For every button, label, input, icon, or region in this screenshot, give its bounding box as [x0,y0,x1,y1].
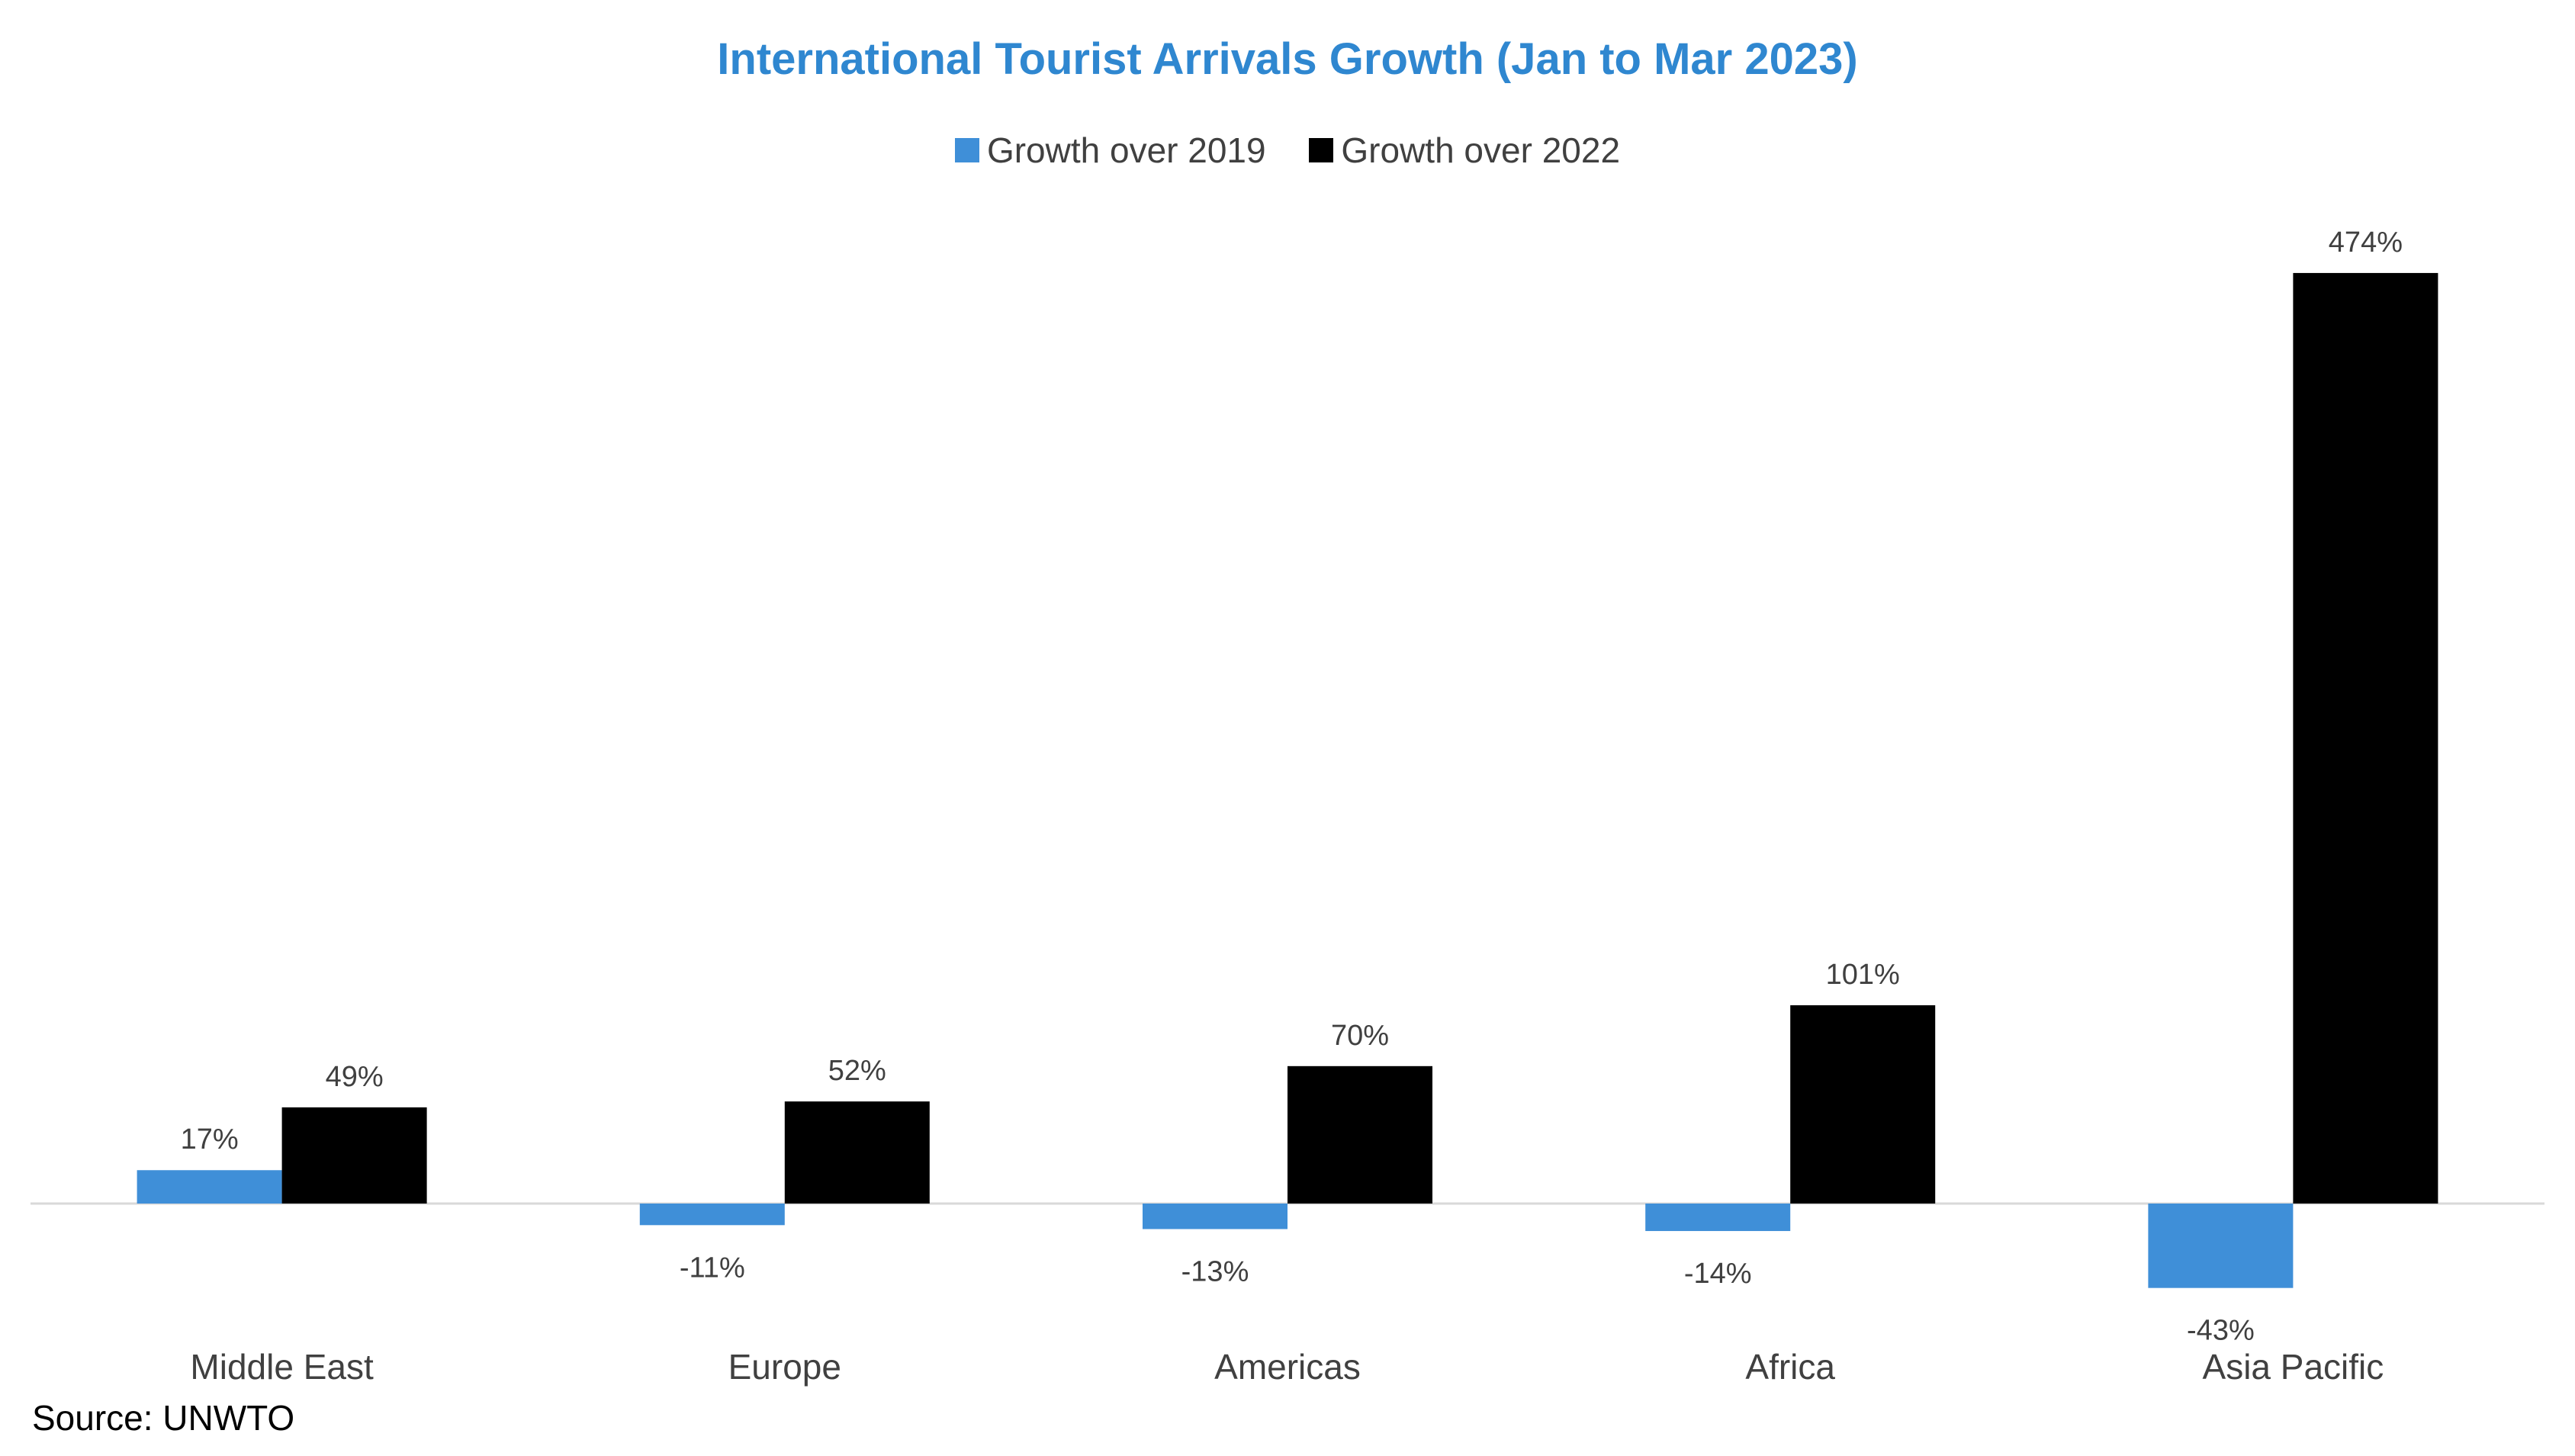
legend-label-2022: Growth over 2022 [1341,130,1621,170]
data-label-2019-0: 17% [181,1123,239,1155]
source-note: Source: UNWTO [32,1398,295,1438]
legend-item-2019: Growth over 2019 [954,130,1266,171]
chart-legend: Growth over 2019 Growth over 2022 [0,130,2575,171]
legend-swatch-2022 [1309,138,1334,162]
bar-2019-3 [1645,1204,1791,1232]
x-tick-label-0: Middle East [190,1347,374,1387]
bar-2022-0 [281,1107,427,1204]
x-tick-label-2: Americas [1214,1347,1361,1387]
bar-2019-1 [639,1204,785,1226]
data-label-2022-3: 101% [1826,959,1900,991]
bar-2019-0 [137,1170,282,1204]
data-label-2022-4: 474% [2329,227,2403,259]
chart-title: International Tourist Arrivals Growth (J… [717,34,1858,84]
x-tick-label-3: Africa [1745,1347,1835,1387]
data-label-2019-4: -43% [2187,1315,2255,1347]
bar-2019-2 [1143,1204,1288,1229]
x-tick-label-4: Asia Pacific [2203,1347,2384,1387]
data-label-2022-1: 52% [828,1055,886,1087]
legend-label-2019: Growth over 2019 [986,130,1266,170]
data-label-2019-3: -14% [1684,1258,1752,1290]
bar-2022-2 [1288,1065,1432,1204]
data-label-2022-0: 49% [326,1061,384,1093]
legend-item-2022: Growth over 2022 [1309,130,1620,171]
x-tick-label-1: Europe [728,1347,841,1387]
bar-2022-4 [2293,272,2438,1204]
data-label-2019-1: -11% [680,1252,745,1284]
legend-swatch-2019 [954,138,979,162]
bar-2022-3 [1790,1005,1936,1204]
bar-2019-4 [2148,1204,2294,1288]
bar-2022-1 [784,1101,930,1204]
data-label-2019-2: -13% [1181,1255,1249,1287]
data-label-2022-2: 70% [1331,1020,1389,1052]
